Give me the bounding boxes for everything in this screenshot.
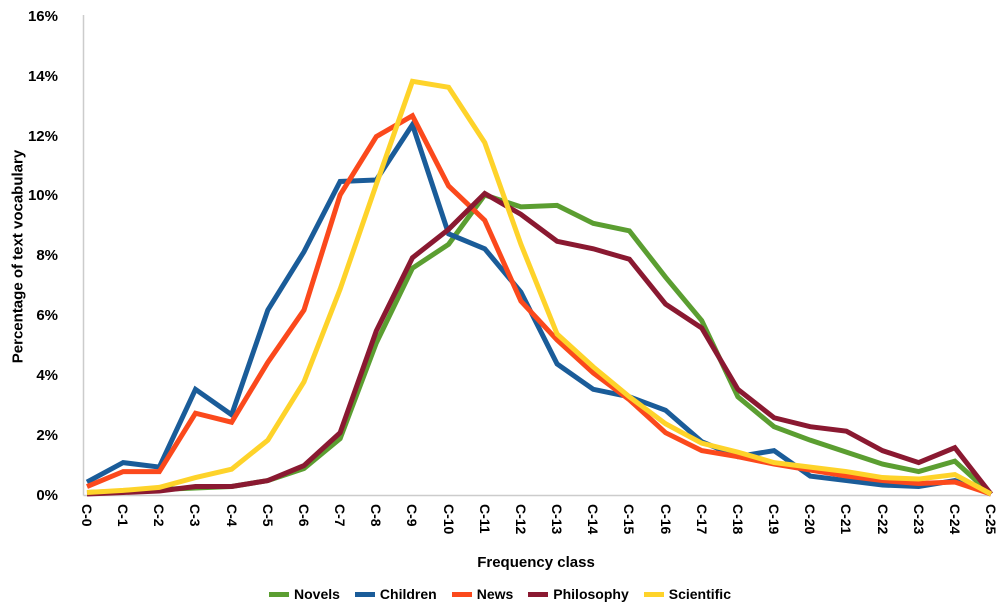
x-tick-label: C-25 <box>983 504 999 535</box>
y-tick-label: 2% <box>36 426 58 444</box>
x-tick-label: C-19 <box>766 504 783 535</box>
legend-item-news: News <box>451 586 514 602</box>
legend: Novels Children News Philosophy Scientific <box>0 583 1000 605</box>
x-tick-label: C-23 <box>910 504 927 535</box>
series-line-scientific <box>86 78 993 497</box>
x-tick-label: C-5 <box>259 504 276 527</box>
legend-swatch-news <box>451 591 472 597</box>
x-tick-label: C-1 <box>115 504 132 527</box>
legend-label: Children <box>379 586 437 602</box>
legend-item-children: Children <box>354 586 437 602</box>
x-tick-label: C-4 <box>223 504 240 527</box>
y-tick-label: 10% <box>27 187 58 205</box>
legend-item-philosophy: Philosophy <box>528 586 629 602</box>
x-tick-label: C-20 <box>802 504 819 535</box>
y-tick-label: 12% <box>27 127 58 145</box>
legend-item-novels: Novels <box>269 586 340 602</box>
x-tick-label: C-21 <box>838 504 855 535</box>
legend-swatch-children <box>354 591 375 597</box>
y-tick-label: 6% <box>36 307 58 325</box>
x-tick-label: C-15 <box>621 504 638 535</box>
x-tick-label: C-24 <box>946 504 963 535</box>
x-tick-label: C-3 <box>187 504 204 527</box>
x-tick-label: C-9 <box>404 504 421 527</box>
x-tick-label: C-2 <box>151 504 168 527</box>
x-tick-label: C-16 <box>657 504 674 535</box>
x-tick-label: C-6 <box>295 504 312 527</box>
legend-label: Novels <box>294 586 340 602</box>
x-axis-title: Frequency class <box>477 554 595 571</box>
x-tick-label: C-7 <box>332 504 349 527</box>
legend-swatch-scientific <box>643 591 664 597</box>
y-tick-label: 16% <box>27 8 58 25</box>
y-tick-label: 4% <box>36 366 58 384</box>
legend-swatch-novels <box>269 591 289 597</box>
series-line-novels <box>86 191 993 496</box>
series-line-children <box>85 118 992 497</box>
series-line-philosophy <box>86 190 993 497</box>
x-tick-label: C-10 <box>440 504 457 535</box>
x-tick-label: C-18 <box>729 504 746 535</box>
legend-label: Scientific <box>668 586 731 602</box>
legend-swatch-philosophy <box>528 591 549 597</box>
y-tick-label: 0% <box>36 486 58 504</box>
y-tick-label: 14% <box>27 67 58 85</box>
x-tick-label: C-14 <box>585 504 602 535</box>
x-tick-label: C-22 <box>874 504 891 535</box>
x-tick-label: C-17 <box>693 504 710 535</box>
legend-label: Philosophy <box>553 586 629 602</box>
x-tick-label: C-12 <box>512 504 529 535</box>
legend-item-scientific: Scientific <box>643 586 731 602</box>
x-tick-label: C-8 <box>368 504 385 527</box>
x-tick-label: C-11 <box>476 504 493 534</box>
y-tick-label: 8% <box>36 247 58 265</box>
x-tick-label: C-13 <box>549 504 566 535</box>
x-tick-label: C-0 <box>79 504 95 527</box>
legend-label: News <box>476 586 514 602</box>
series-line-news <box>86 112 992 497</box>
